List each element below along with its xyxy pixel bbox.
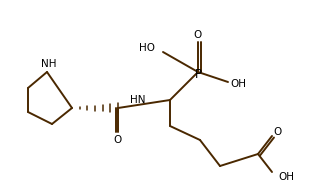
Text: HO: HO	[139, 43, 155, 53]
Text: O: O	[114, 135, 122, 145]
Text: O: O	[194, 30, 202, 40]
Text: OH: OH	[278, 172, 294, 182]
Text: P: P	[194, 67, 202, 81]
Text: NH: NH	[41, 59, 57, 69]
Text: O: O	[273, 127, 281, 137]
Text: HN: HN	[130, 95, 146, 105]
Text: OH: OH	[230, 79, 246, 89]
